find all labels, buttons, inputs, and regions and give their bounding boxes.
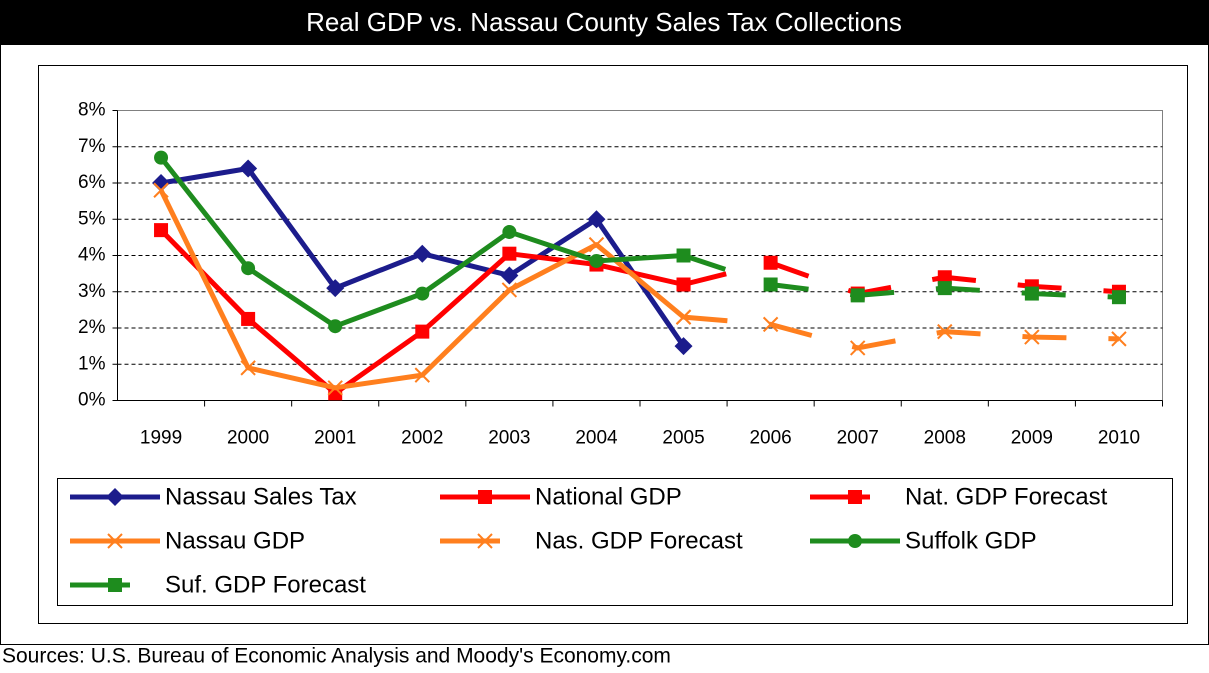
marker — [937, 323, 953, 340]
marker — [240, 360, 256, 376]
y-tick-label: 2% — [78, 317, 106, 338]
marker — [1024, 286, 1039, 301]
source-note: Sources: U.S. Bureau of Economic Analysi… — [2, 645, 671, 668]
x-tick-label: 2007 — [837, 428, 879, 449]
legend-label: Nassau Sales Tax — [165, 483, 357, 510]
marker — [415, 324, 430, 339]
y-tick-label: 4% — [78, 245, 106, 266]
marker — [676, 248, 691, 263]
series-line — [682, 253, 1120, 300]
marker — [848, 490, 862, 504]
marker — [414, 367, 430, 383]
y-tick-label: 7% — [78, 136, 106, 157]
series-line — [683, 314, 1120, 351]
marker — [413, 244, 432, 263]
marker — [674, 337, 693, 356]
marker — [107, 533, 123, 549]
marker — [588, 236, 605, 253]
marker — [478, 490, 492, 504]
marker — [502, 246, 517, 261]
marker — [501, 282, 518, 298]
marker — [675, 309, 692, 325]
marker — [502, 224, 517, 239]
x-tick-label: 2008 — [924, 428, 966, 449]
series-line — [682, 260, 1120, 297]
marker — [328, 319, 343, 334]
marker — [415, 286, 430, 301]
legend-label: Suf. GDP Forecast — [165, 571, 366, 598]
marker — [327, 380, 343, 396]
marker — [762, 316, 779, 333]
x-tick-label: 2001 — [314, 428, 356, 449]
y-tick-label: 8% — [78, 100, 106, 121]
marker — [850, 340, 866, 356]
marker — [587, 210, 606, 229]
marker — [154, 150, 169, 165]
x-tick-label: 2009 — [1011, 428, 1053, 449]
x-tick-label: 2003 — [488, 428, 530, 449]
marker — [937, 281, 952, 296]
marker — [241, 261, 256, 276]
marker — [1024, 329, 1040, 345]
legend-label: National GDP — [535, 483, 682, 510]
marker — [500, 266, 519, 285]
y-tick-label: 1% — [78, 353, 106, 374]
y-tick-label: 6% — [78, 172, 106, 193]
y-tick-label: 3% — [78, 281, 106, 302]
x-tick-label: 2005 — [662, 428, 704, 449]
marker — [763, 277, 778, 292]
marker — [1111, 290, 1126, 305]
marker — [1111, 331, 1127, 347]
x-tick-label: 2010 — [1098, 428, 1140, 449]
x-tick-label: 2006 — [749, 428, 791, 449]
marker — [589, 253, 604, 268]
title-bar — [0, 0, 1209, 45]
x-tick-label: 1999 — [140, 428, 182, 449]
y-tick-label: 5% — [78, 208, 106, 229]
legend-label: Suffolk GDP — [905, 527, 1037, 554]
marker — [241, 311, 256, 326]
legend — [57, 478, 1173, 606]
marker — [848, 534, 862, 548]
marker — [676, 277, 691, 292]
marker — [239, 159, 258, 178]
marker — [937, 270, 952, 285]
marker — [477, 533, 493, 549]
chart-title: Real GDP vs. Nassau County Sales Tax Col… — [306, 7, 902, 37]
marker — [850, 288, 865, 303]
legend-label: Nassau GDP — [165, 527, 305, 554]
x-tick-label: 2002 — [401, 428, 443, 449]
marker — [153, 182, 169, 198]
marker — [108, 578, 122, 592]
legend-label: Nas. GDP Forecast — [535, 527, 743, 554]
legend-label: Nat. GDP Forecast — [905, 483, 1108, 510]
y-tick-label: 0% — [78, 390, 106, 411]
marker — [152, 174, 171, 192]
marker — [326, 279, 345, 298]
x-tick-label: 2004 — [575, 428, 618, 449]
marker — [763, 255, 778, 270]
marker — [154, 223, 169, 238]
x-tick-label: 2000 — [227, 428, 269, 449]
marker — [106, 488, 124, 506]
